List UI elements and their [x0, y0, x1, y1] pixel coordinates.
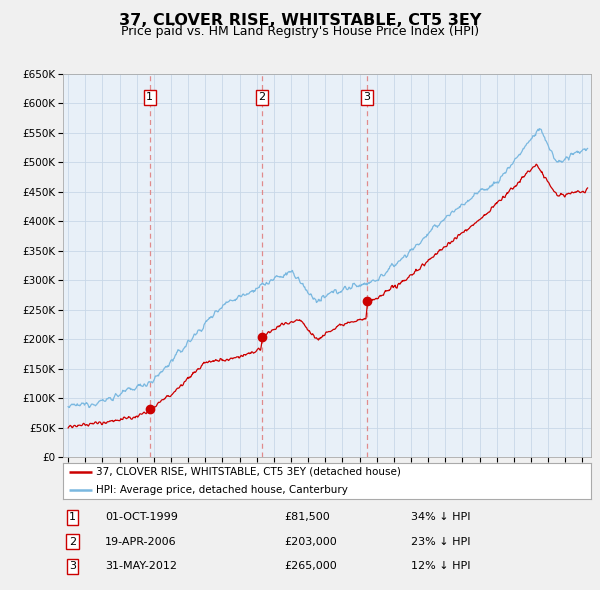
Text: 23% ↓ HPI: 23% ↓ HPI: [412, 537, 471, 547]
Text: 3: 3: [69, 561, 76, 571]
Text: £265,000: £265,000: [285, 561, 338, 571]
Text: 37, CLOVER RISE, WHITSTABLE, CT5 3EY (detached house): 37, CLOVER RISE, WHITSTABLE, CT5 3EY (de…: [96, 467, 401, 477]
Text: 1: 1: [69, 512, 76, 522]
Text: 34% ↓ HPI: 34% ↓ HPI: [412, 512, 471, 522]
Text: Price paid vs. HM Land Registry's House Price Index (HPI): Price paid vs. HM Land Registry's House …: [121, 25, 479, 38]
Text: 31-MAY-2012: 31-MAY-2012: [105, 561, 177, 571]
Text: £203,000: £203,000: [285, 537, 338, 547]
Text: £81,500: £81,500: [285, 512, 331, 522]
Text: 19-APR-2006: 19-APR-2006: [105, 537, 177, 547]
Text: HPI: Average price, detached house, Canterbury: HPI: Average price, detached house, Cant…: [96, 485, 347, 494]
Text: 01-OCT-1999: 01-OCT-1999: [105, 512, 178, 522]
Text: 2: 2: [69, 537, 76, 547]
Text: 12% ↓ HPI: 12% ↓ HPI: [412, 561, 471, 571]
Text: 37, CLOVER RISE, WHITSTABLE, CT5 3EY: 37, CLOVER RISE, WHITSTABLE, CT5 3EY: [119, 13, 481, 28]
Text: 3: 3: [363, 93, 370, 102]
Text: 2: 2: [258, 93, 265, 102]
Text: 1: 1: [146, 93, 153, 102]
